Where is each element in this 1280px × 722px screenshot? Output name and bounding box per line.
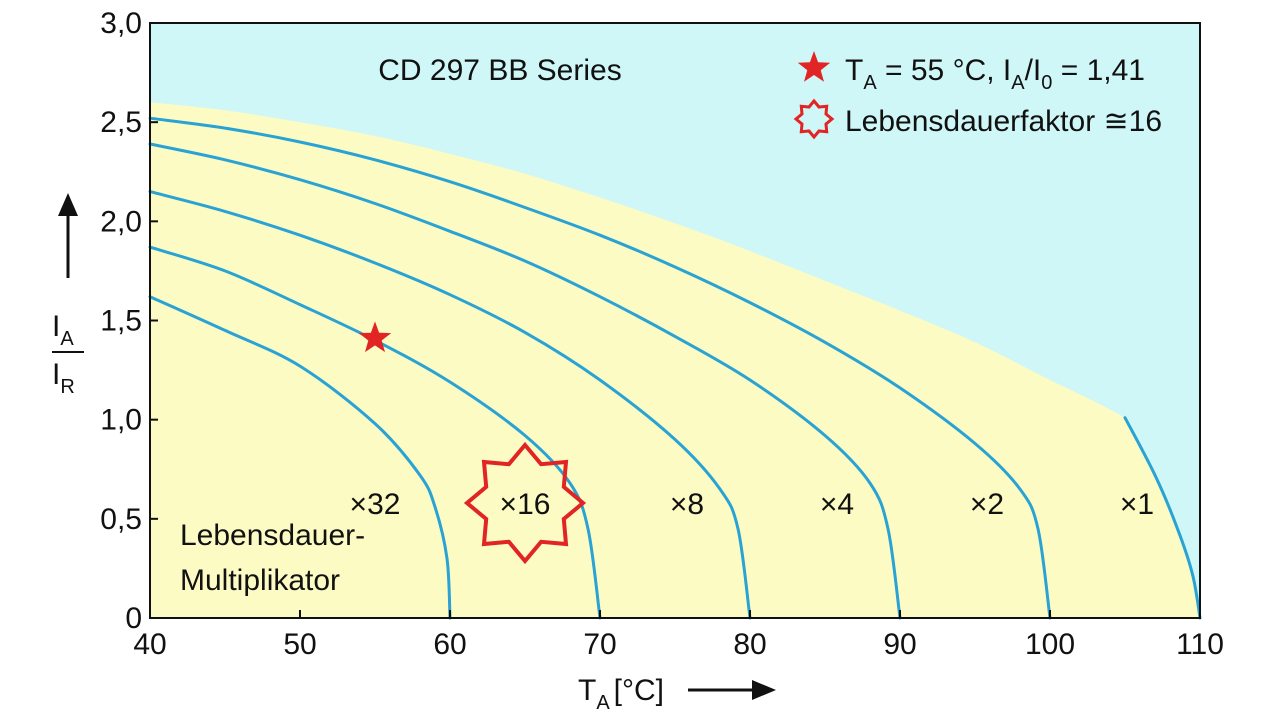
multiplier-labels: ×32 ×16 ×8 ×4 ×2 ×1	[350, 441, 1154, 565]
series-line-1	[148, 295, 452, 620]
x-tick-label: 70	[583, 628, 616, 661]
chart-title: CD 297 BB Series	[378, 54, 621, 87]
operating-point-marker	[358, 321, 392, 353]
x-tick-label: 50	[283, 628, 316, 661]
x-tick-label: 40	[133, 628, 166, 661]
annotation-line-2: Multiplikator	[180, 564, 340, 597]
multiplier-label: ×8	[670, 488, 704, 521]
x-axis-arrow	[688, 680, 776, 700]
y-tick-label: 1,0	[100, 404, 142, 437]
x-tick-label: 100	[1025, 628, 1075, 661]
plot-background	[150, 23, 1200, 619]
x-tick-label: 110	[1176, 628, 1224, 661]
series-line-4	[148, 142, 902, 620]
multiplier-label: ×4	[820, 488, 854, 521]
multiplier-label: ×1	[1120, 488, 1154, 521]
y-axis-label-denominator: IR	[52, 358, 75, 398]
multiplier-label: ×2	[970, 488, 1004, 521]
axes-layer: 40 50 60 70 80 90 100 110 0 0,5 1,0 1,5 2,0 2,5 3,0	[100, 7, 1224, 661]
y-tick-label: 2,0	[100, 205, 142, 238]
safe-operating-region	[150, 102, 1200, 619]
octagram-icon	[793, 98, 835, 140]
multiplier-label: ×32	[350, 488, 401, 521]
series-line-5	[148, 116, 1052, 620]
y-axis-label-numerator: IA	[52, 310, 74, 350]
y-tick-label: 2,5	[100, 106, 142, 139]
legend-entry-lifetime-factor: Lebensdauerfaktor ≅16	[845, 105, 1162, 138]
star-icon	[797, 51, 831, 82]
y-tick-label: 0	[125, 602, 142, 635]
y-tick-label: 0,5	[100, 503, 142, 536]
multiplier-label: ×16	[500, 488, 551, 521]
x-tick-label: 60	[433, 628, 466, 661]
series-line-6	[1123, 416, 1202, 620]
y-axis-arrow	[58, 193, 78, 278]
x-tick-label: 90	[883, 628, 916, 661]
series-line-2	[148, 245, 602, 620]
series-line-3	[148, 190, 752, 620]
annotation-line-1: Lebensdauer-	[180, 519, 365, 552]
y-tick-label: 3,0	[100, 7, 142, 40]
curves-layer	[148, 116, 1202, 620]
markers-layer	[358, 321, 392, 353]
legend: TA = 55 °C, IA/I0 = 1,41 Lebensdauerfakt…	[793, 51, 1162, 140]
legend-entry-operating-point: TA = 55 °C, IA/I0 = 1,41	[845, 54, 1145, 94]
y-tick-label: 1,5	[100, 305, 142, 338]
x-tick-label: 80	[733, 628, 766, 661]
lifetime-factor-marker	[463, 441, 587, 565]
x-axis-label: TA [°C]	[578, 674, 664, 714]
